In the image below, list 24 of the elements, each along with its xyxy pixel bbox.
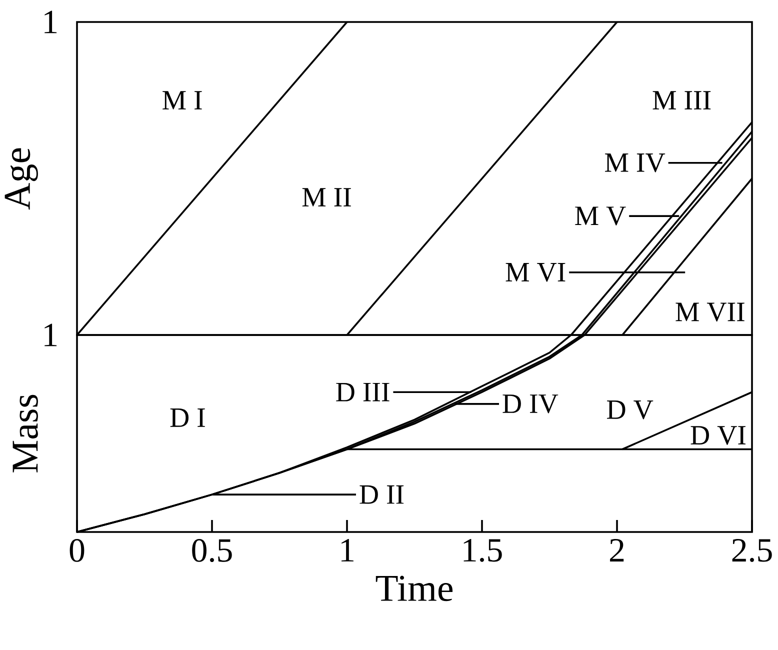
annotation: D IV xyxy=(502,394,558,414)
annotation: D I xyxy=(170,408,205,427)
x-tick-label: 2.5 xyxy=(732,539,772,562)
x-tick-label: 1 xyxy=(342,539,354,562)
y-axis-title: Mass xyxy=(12,394,38,472)
x-tick-label: 0.5 xyxy=(192,539,232,562)
annotation: M V xyxy=(575,206,626,226)
x-axis-title: Time xyxy=(376,576,453,602)
annotation: D II xyxy=(360,485,404,504)
text: 1 xyxy=(44,10,57,34)
annotation: M I xyxy=(162,91,202,110)
annotation: D V xyxy=(607,400,654,420)
annotation: M VII xyxy=(676,302,744,322)
annotation: M II xyxy=(302,188,351,206)
x-tick-label: 1.5 xyxy=(464,539,502,562)
x-tick-label: 0 xyxy=(70,539,84,562)
annotation: M VI xyxy=(506,263,566,282)
annotation: M IV xyxy=(605,153,666,172)
text: 1 xyxy=(44,324,57,346)
annotation: D VI xyxy=(690,426,746,445)
x-tick-label: 2 xyxy=(610,539,624,562)
y-axis-title: Age xyxy=(4,148,38,210)
annotation: M III xyxy=(652,91,711,110)
annotation: D III xyxy=(336,382,390,402)
